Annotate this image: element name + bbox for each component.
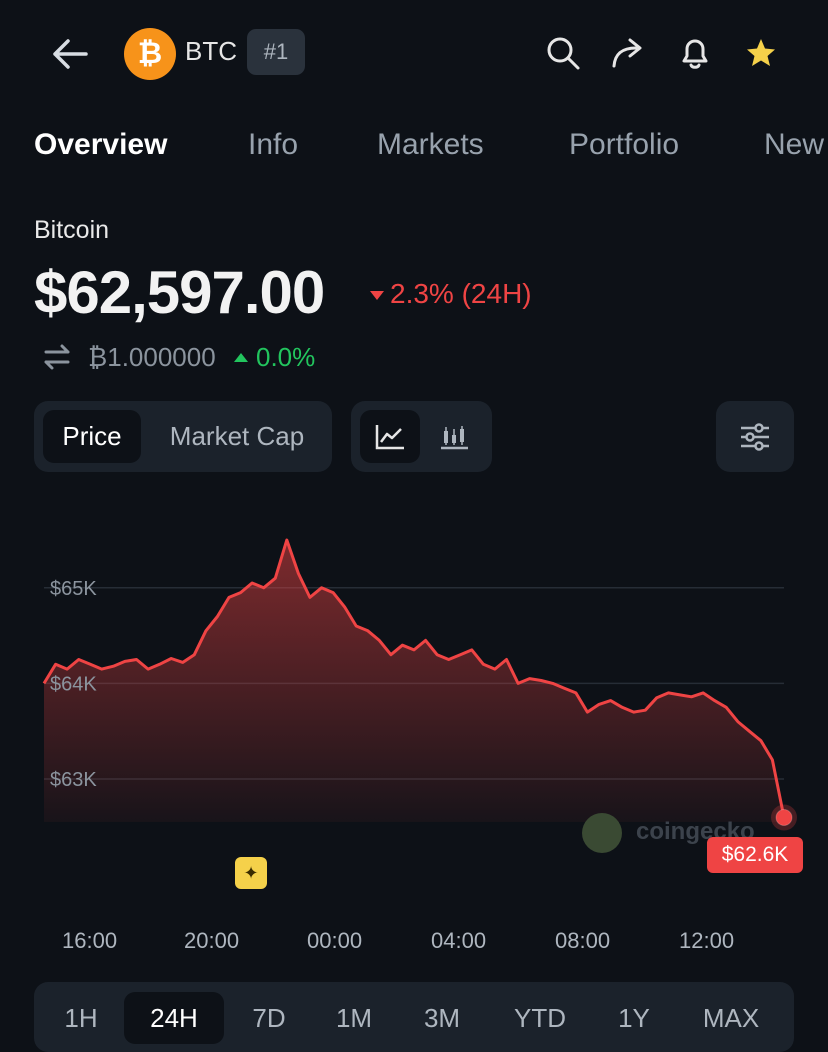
range-24h-button[interactable]: 24H xyxy=(124,992,224,1044)
x-tick-label: 20:00 xyxy=(184,928,240,953)
x-tick-label: 12:00 xyxy=(679,928,735,953)
range-1h-button[interactable]: 1H xyxy=(64,1002,98,1033)
tab-markets[interactable]: Markets xyxy=(377,128,484,161)
metric-toggle: Price Market Cap xyxy=(34,401,332,472)
watchlist-star-button[interactable] xyxy=(738,30,784,76)
price-change: 2.3% (24H) xyxy=(370,278,532,310)
y-tick-label: $63K xyxy=(50,769,97,791)
price-area xyxy=(44,540,784,822)
x-tick-label: 16:00 xyxy=(62,928,118,953)
bitcoin-logo: ₿ xyxy=(124,28,176,80)
sliders-icon xyxy=(741,423,769,451)
y-tick-label: $64K xyxy=(50,673,97,695)
price-toggle-button[interactable]: Price xyxy=(43,410,141,463)
btc-change: 0.0% xyxy=(234,342,315,373)
tab-news[interactable]: New xyxy=(764,128,825,161)
tab-info[interactable]: Info xyxy=(248,128,299,161)
back-button[interactable] xyxy=(48,32,92,76)
search-icon xyxy=(547,37,580,70)
search-button[interactable] xyxy=(540,30,586,76)
price-line xyxy=(42,538,786,818)
x-tick-label: 00:00 xyxy=(307,928,363,953)
coin-name: Bitcoin xyxy=(34,216,110,244)
x-tick-label: 08:00 xyxy=(555,928,611,953)
chart-settings-button[interactable] xyxy=(716,401,794,472)
range-1y-button[interactable]: 1Y xyxy=(618,1002,650,1033)
rank-badge: #1 xyxy=(247,29,305,75)
range-max-button[interactable]: MAX xyxy=(702,1002,760,1033)
caret-down-icon xyxy=(370,291,384,300)
tab-overview[interactable]: Overview xyxy=(34,128,168,161)
btc-change-value: 0.0% xyxy=(256,342,316,372)
swap-icon xyxy=(40,340,74,374)
y-tick-label: $65K xyxy=(50,578,97,600)
range-ytd-button[interactable]: YTD xyxy=(514,1002,566,1033)
share-icon xyxy=(612,38,642,68)
candlestick-chart-button[interactable] xyxy=(424,410,484,463)
tab-portfolio[interactable]: Portfolio xyxy=(569,128,680,161)
line-chart-icon xyxy=(375,424,404,449)
current-price-dot xyxy=(775,809,793,827)
market-cap-toggle-button[interactable]: Market Cap xyxy=(169,421,305,451)
coin-symbol: BTC xyxy=(185,36,237,66)
price-chart[interactable]: $65K $64K $63K xyxy=(0,500,828,920)
event-marker-icon[interactable]: ✦ xyxy=(235,857,267,889)
time-range-selector: 1H 24H 7D 1M 3M YTD 1Y MAX xyxy=(34,982,794,1052)
range-7d-button[interactable]: 7D xyxy=(252,1002,286,1033)
candlestick-icon xyxy=(441,425,468,449)
chart-type-toggle xyxy=(351,401,492,472)
price-change-value: 2.3% (24H) xyxy=(390,278,532,309)
btc-amount: ₿1.000000 xyxy=(88,342,216,372)
star-icon xyxy=(747,39,775,66)
price-chart-svg: $65K $64K $63K xyxy=(42,538,797,831)
back-arrow-icon xyxy=(53,39,88,69)
coingecko-logo xyxy=(582,813,622,853)
x-tick-label: 04:00 xyxy=(431,928,487,953)
current-price-tag: $62.6K xyxy=(707,837,803,873)
line-chart-button[interactable] xyxy=(360,410,420,463)
range-1m-button[interactable]: 1M xyxy=(335,1002,373,1033)
alert-button[interactable] xyxy=(672,30,718,76)
range-3m-button[interactable]: 3M xyxy=(423,1002,461,1033)
share-button[interactable] xyxy=(606,30,652,76)
current-price: $62,597.00 xyxy=(34,259,325,326)
caret-up-icon xyxy=(234,353,248,362)
bell-icon xyxy=(682,39,708,69)
